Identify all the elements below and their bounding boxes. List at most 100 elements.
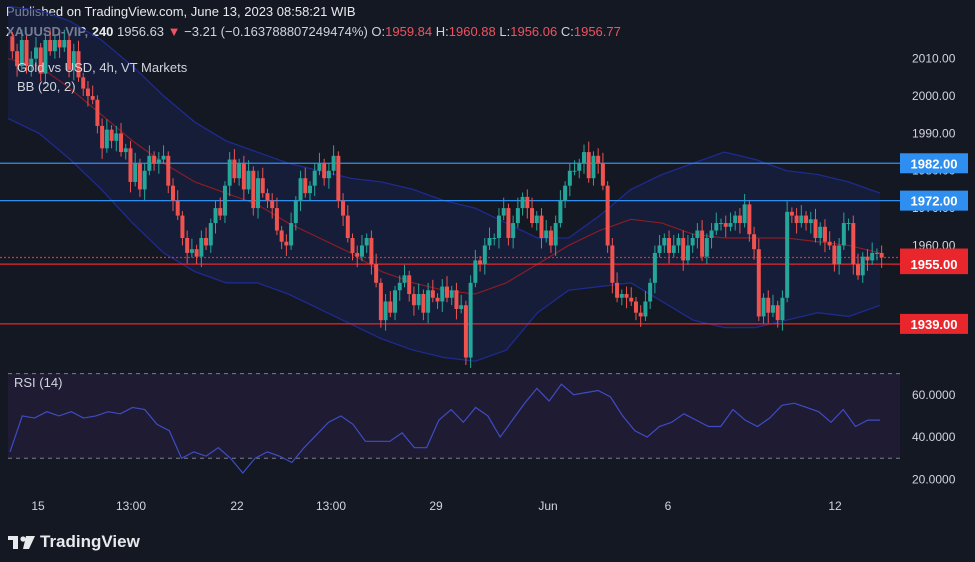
candle-body <box>733 215 738 224</box>
candle-body <box>813 219 818 238</box>
candle-body <box>511 223 516 238</box>
candle-body <box>298 178 303 201</box>
candle-body <box>85 88 90 97</box>
candle-body <box>695 230 700 238</box>
candle <box>71 43 76 81</box>
candle-body <box>874 252 879 254</box>
price-axis[interactable]: 2010.002000.001990.001980.001970.001960.… <box>900 52 968 334</box>
price-tick-label: 2000.00 <box>912 89 956 103</box>
candle-body <box>279 230 284 242</box>
candle-body <box>170 185 175 201</box>
time-tick-label: 29 <box>429 499 443 513</box>
bb-legend[interactable]: BB (20, 2) <box>17 79 76 94</box>
candle <box>856 253 861 280</box>
candle <box>600 152 605 191</box>
candle-body <box>194 249 199 257</box>
candle-body <box>468 282 473 358</box>
candle-body <box>189 249 194 253</box>
low-label: L: <box>499 24 511 39</box>
candle-body <box>265 193 270 201</box>
candle <box>525 189 530 219</box>
candle-body <box>416 294 421 306</box>
candle <box>128 140 133 193</box>
candle-body <box>147 155 152 171</box>
candle-body <box>525 196 530 209</box>
candle-body <box>213 208 218 224</box>
candle <box>789 207 794 224</box>
time-tick-label: 12 <box>828 499 842 513</box>
candle <box>785 201 790 303</box>
time-tick-label: 13:00 <box>116 499 146 513</box>
candle <box>109 125 114 149</box>
candle-body <box>879 252 884 258</box>
candle <box>841 212 846 250</box>
candle <box>260 167 265 198</box>
candle <box>270 193 275 219</box>
candle <box>591 151 596 186</box>
candle-body <box>24 40 29 67</box>
candle <box>572 160 577 176</box>
candle-body <box>421 294 426 313</box>
candle <box>142 163 147 200</box>
candle <box>48 29 53 56</box>
candle <box>416 283 421 310</box>
rsi-tick-label: 40.0000 <box>912 430 956 444</box>
candle-body <box>109 129 114 141</box>
candle <box>615 272 620 303</box>
candle-body <box>799 215 804 224</box>
candle <box>553 215 558 256</box>
candle-body <box>747 204 752 235</box>
candle <box>492 233 497 246</box>
candle-body <box>737 215 742 224</box>
candle-body <box>430 290 435 298</box>
tradingview-logo-icon <box>8 536 35 549</box>
candle-body <box>204 237 209 246</box>
candle-body <box>681 237 686 261</box>
candle-body <box>388 301 393 313</box>
candle <box>161 145 166 165</box>
candle <box>90 85 95 105</box>
candle <box>648 278 653 309</box>
candle-body <box>676 237 681 246</box>
price-level-tag-bg <box>900 190 968 211</box>
candle-body <box>794 215 799 224</box>
candle <box>818 222 823 246</box>
rsi-zone <box>8 373 900 459</box>
candle <box>638 305 643 327</box>
candle-body <box>719 223 724 225</box>
time-tick-label: 6 <box>665 499 672 513</box>
candle <box>548 226 553 253</box>
candle-body <box>515 208 520 224</box>
candle <box>766 290 771 324</box>
candle-body <box>322 163 327 179</box>
candle-body <box>237 163 242 179</box>
candle-body <box>293 200 298 224</box>
price-level-tag[interactable]: 1955.00 <box>900 254 968 275</box>
price-level-tag[interactable]: 1982.00 <box>900 153 968 174</box>
candle <box>303 167 308 198</box>
candle <box>520 192 525 216</box>
rsi-tick-label: 20.0000 <box>912 472 956 486</box>
price-level-tag[interactable]: 1972.00 <box>900 190 968 211</box>
candle-body <box>152 155 157 164</box>
candle <box>463 300 468 365</box>
candle-body <box>619 294 624 298</box>
candle-body <box>700 230 705 257</box>
candle-body <box>407 275 412 295</box>
candle-body <box>241 163 246 190</box>
candle-body <box>610 245 615 283</box>
candle <box>719 218 724 231</box>
candle-body <box>270 200 275 209</box>
candle <box>501 197 506 221</box>
time-axis[interactable]: 15 13:00 22 13:00 29 Jun 6 12 <box>31 499 842 513</box>
candle-body <box>185 237 190 253</box>
time-tick-label: Jun <box>538 499 557 513</box>
close-label: C: <box>560 24 574 39</box>
rsi-legend[interactable]: RSI (14) <box>14 375 62 390</box>
candle <box>119 122 124 157</box>
candle <box>246 160 251 194</box>
candle-body <box>770 305 775 313</box>
instrument-legend[interactable]: Gold vs USD, 4h, VT Markets <box>17 60 188 75</box>
price-level-tag[interactable]: 1939.00 <box>900 313 968 334</box>
